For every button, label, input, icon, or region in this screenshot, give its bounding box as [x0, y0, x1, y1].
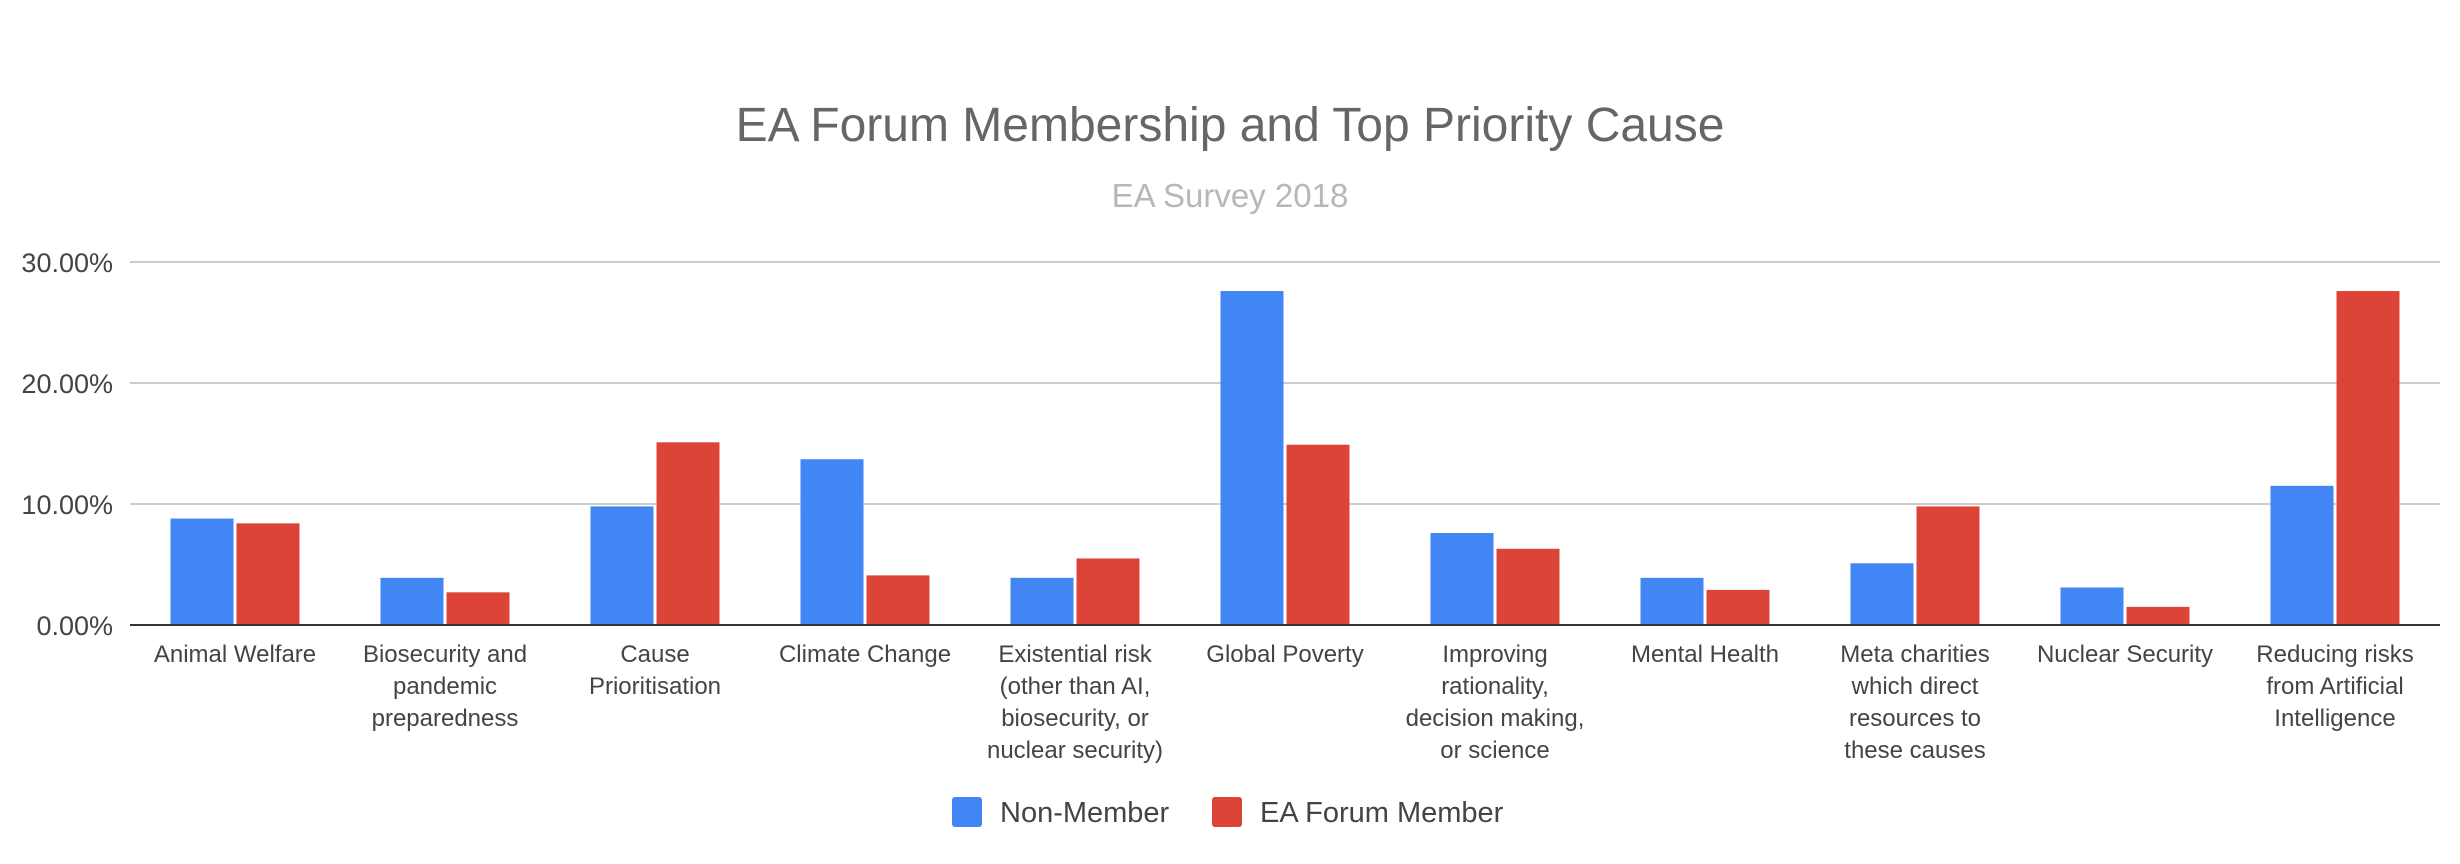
bar-ea-forum-member-4: [1076, 558, 1140, 625]
x-tick-label-line: rationality,: [1441, 673, 1549, 700]
legend-label: EA Forum Member: [1260, 797, 1504, 829]
bar-ea-forum-member-0: [236, 523, 300, 625]
bar-ea-forum-member-5: [1286, 444, 1350, 625]
chart-title: EA Forum Membership and Top Priority Cau…: [736, 99, 1725, 152]
x-tick-label-line: Intelligence: [2274, 705, 2395, 732]
x-tick-label-line: Global Poverty: [1206, 641, 1363, 668]
bar-ea-forum-member-7: [1706, 589, 1770, 625]
x-tick-label-line: Mental Health: [1631, 641, 1779, 668]
x-tick-label: Climate Change: [779, 641, 951, 668]
bars: [170, 291, 2400, 625]
bar-non-member-6: [1430, 533, 1494, 625]
bar-ea-forum-member-2: [656, 442, 720, 625]
x-tick-label-line: Existential risk: [998, 641, 1152, 668]
x-tick-label: Global Poverty: [1206, 641, 1363, 668]
legend: Non-Member EA Forum Member: [952, 797, 1504, 829]
bar-non-member-1: [380, 577, 444, 625]
legend-swatch: [1212, 797, 1242, 827]
bar-non-member-7: [1640, 577, 1704, 625]
bar-non-member-8: [1850, 563, 1914, 625]
bar-non-member-0: [170, 518, 234, 625]
y-tick-label: 0.00%: [36, 611, 113, 641]
x-tick-label: Reducing risks from Artificial Intelligenc…: [2256, 641, 2413, 732]
x-tick-label-line: Prioritisation: [589, 673, 721, 700]
x-tick-label-line: Meta charities: [1840, 641, 1989, 668]
bar-non-member-4: [1010, 577, 1074, 625]
x-tick-label-line: Biosecurity and: [363, 641, 527, 668]
bar-non-member-9: [2060, 587, 2124, 625]
gridlines: [130, 261, 2440, 505]
y-axis-ticks: 0.00% 10.00% 20.00% 30.00%: [21, 248, 113, 641]
x-tick-label-line: resources to: [1849, 705, 1981, 732]
y-tick-label: 10.00%: [21, 490, 113, 520]
x-tick-label-line: nuclear security): [987, 737, 1163, 764]
bar-ea-forum-member-10: [2336, 291, 2400, 625]
x-tick-label-line: Climate Change: [779, 641, 951, 668]
x-tick-label-line: biosecurity, or: [1001, 705, 1149, 732]
bar-ea-forum-member-9: [2126, 606, 2190, 625]
x-tick-label-line: these causes: [1844, 737, 1985, 764]
bar-ea-forum-member-1: [446, 592, 510, 625]
x-tick-label: Meta charities which direct resources to th…: [1840, 641, 1989, 764]
legend-swatch: [952, 797, 982, 827]
x-tick-label-line: pandemic: [393, 673, 497, 700]
chart-subtitle: EA Survey 2018: [1112, 177, 1349, 214]
x-tick-label-line: Animal Welfare: [154, 641, 316, 668]
x-tick-label: Nuclear Security: [2037, 641, 2213, 668]
bar-non-member-3: [800, 459, 864, 625]
x-tick-label: Animal Welfare: [154, 641, 316, 668]
x-tick-label-line: preparedness: [372, 705, 519, 732]
x-tick-label-line: decision making,: [1406, 705, 1585, 732]
x-tick-label: Mental Health: [1631, 641, 1779, 668]
x-tick-label-line: which direct: [1851, 673, 1979, 700]
x-axis-ticks: Animal Welfare Biosecurity and pandemic pre…: [154, 641, 2414, 764]
bar-non-member-2: [590, 506, 654, 625]
x-tick-label: Existential risk (other than AI, biosecuri…: [987, 641, 1163, 764]
x-tick-label: Cause Prioritisation: [589, 641, 721, 700]
x-tick-label-line: from Artificial: [2266, 673, 2403, 700]
y-tick-label: 30.00%: [21, 248, 113, 278]
x-tick-label-line: Nuclear Security: [2037, 641, 2213, 668]
legend-label: Non-Member: [1000, 797, 1170, 829]
bar-non-member-5: [1220, 291, 1284, 625]
x-tick-label-line: Reducing risks: [2256, 641, 2413, 668]
x-tick-label-line: Cause: [620, 641, 689, 668]
y-tick-label: 20.00%: [21, 369, 113, 399]
bar-ea-forum-member-3: [866, 575, 930, 625]
x-tick-label: Improving rationality, decision making, or …: [1406, 641, 1585, 764]
x-tick-label: Biosecurity and pandemic preparedness: [363, 641, 527, 732]
bar-ea-forum-member-6: [1496, 548, 1560, 625]
x-tick-label-line: Improving: [1442, 641, 1547, 668]
bar-ea-forum-member-8: [1916, 506, 1980, 625]
x-tick-label-line: (other than AI,: [1000, 673, 1151, 700]
bar-non-member-10: [2270, 485, 2334, 625]
x-tick-label-line: or science: [1440, 737, 1549, 764]
